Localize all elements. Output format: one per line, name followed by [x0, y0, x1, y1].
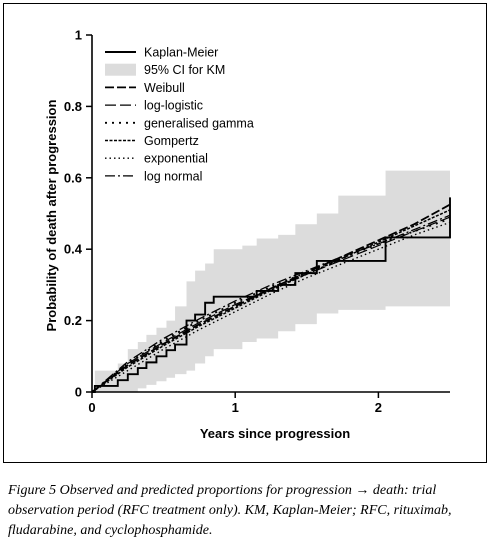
y-tick-label: 0.2	[64, 313, 82, 328]
legend-label: Weibull	[144, 81, 185, 95]
series-line-log-logistic	[91, 216, 451, 393]
y-tick-label: 1	[75, 28, 82, 43]
figure-frame	[3, 3, 487, 463]
legend-item: log normal	[105, 169, 202, 183]
legend-label: exponential	[144, 152, 208, 166]
series-line-log-normal	[91, 214, 451, 393]
legend-item: Gompertz	[105, 134, 199, 148]
y-tick-label: 0.8	[64, 99, 82, 114]
y-tick-label: 0	[75, 385, 82, 400]
legend-item: exponential	[105, 152, 208, 166]
ci-band	[92, 127, 450, 392]
legend-label: log normal	[144, 169, 202, 183]
legend-label: generalised gamma	[144, 116, 254, 130]
series-line-weibull	[91, 203, 451, 393]
legend-item: log-logistic	[105, 99, 203, 113]
legend-label: Kaplan-Meier	[144, 46, 218, 60]
x-axis-label: Years since progression	[200, 426, 350, 441]
legend-label: log-logistic	[144, 99, 203, 113]
legend-label: Gompertz	[144, 134, 199, 148]
series-line-exponential	[91, 221, 451, 393]
y-axis-label: Probability of death after progression	[44, 100, 59, 332]
x-tick-label: 0	[88, 400, 95, 415]
legend-item: Weibull	[105, 81, 185, 95]
survival-chart: 0 0.2 0.4 0.6 0.8 1 0 1 2 Kaplan-Meier 95% CI for…	[44, 28, 451, 441]
legend-item: generalised gamma	[105, 116, 254, 130]
legend-item: Kaplan-Meier	[105, 46, 218, 60]
x-tick-label: 1	[232, 400, 239, 415]
figure-caption: Figure 5 Observed and predicted proporti…	[8, 483, 452, 538]
legend-item: 95% CI for KM	[105, 63, 225, 77]
legend-label: 95% CI for KM	[144, 63, 225, 77]
x-tick-label: 2	[375, 400, 382, 415]
kaplan-meier-line	[92, 197, 451, 393]
y-tick-label: 0.4	[64, 242, 83, 257]
legend-swatch	[105, 63, 136, 76]
y-tick-label: 0.6	[64, 170, 82, 185]
